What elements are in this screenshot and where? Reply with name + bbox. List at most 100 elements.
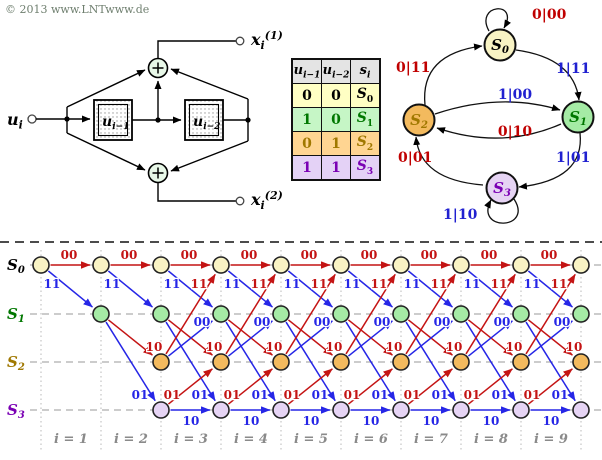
trellis-edge-s2-to-s0 — [405, 273, 456, 355]
state-table-header-row: ui−1 ui−2 si — [291, 58, 381, 84]
trellis-edge-s2-to-s1 — [227, 320, 273, 357]
trellis-edge-s1-to-s3 — [225, 321, 276, 402]
trellis-edge-s3-to-s2 — [287, 368, 333, 405]
trellis-edge-s0-to-s1 — [227, 270, 273, 308]
state-diagram-nodes: S0 S2 S1 S3 — [402, 28, 595, 205]
arc-s1-to-s2 — [436, 123, 562, 139]
trellis-edge-label: 10 — [543, 414, 560, 428]
trellis-node-s2-t3 — [212, 353, 230, 371]
trellis-node-s1-t7 — [452, 305, 470, 323]
cell-state: S1 — [350, 107, 381, 132]
time-step-label: i = 8 — [474, 432, 508, 447]
trellis-node-s3-t7 — [452, 401, 470, 419]
svg-text:S2: S2 — [410, 111, 428, 131]
trellis-edge-label: 10 — [483, 414, 500, 428]
output-2-wire — [157, 183, 236, 202]
trellis-node-s1-t9 — [572, 305, 590, 323]
trellis-edge-label: 00 — [301, 248, 318, 262]
trellis-node-s1-t2 — [152, 305, 170, 323]
trellis-edge-s0-to-s1 — [287, 270, 333, 308]
trellis-row-label-s2: S2 — [7, 353, 25, 373]
trellis-edge-s1-to-s3 — [405, 321, 456, 402]
trellis-edge-label: 01 — [372, 388, 389, 402]
trellis-edge-label: 10 — [146, 340, 163, 354]
trellis-node-s0-t8 — [512, 256, 530, 274]
input-label: ui — [7, 110, 23, 132]
trellis-edge-label: 11 — [464, 277, 481, 291]
trellis-node-s2-t6 — [392, 353, 410, 371]
trellis-edge-label: 10 — [423, 414, 440, 428]
state-node-s1: S1 — [561, 100, 595, 134]
output-2-label: xi(2) — [250, 189, 283, 212]
trellis-edge-labels: 0011001110010011100111000110001110011100… — [42, 247, 583, 430]
trellis-edge-s0-to-s1 — [527, 270, 573, 308]
trellis-node-s3-t8 — [512, 401, 530, 419]
state-node-s3: S3 — [485, 171, 519, 205]
trellis-node-s2-t8 — [512, 353, 530, 371]
trellis-edge-label: 01 — [164, 388, 181, 402]
cell-u2: 0 — [321, 83, 351, 108]
encoder-wires — [36, 68, 249, 172]
trellis-edge-s0-to-s1 — [107, 270, 153, 308]
state-table: ui−1 ui−2 si 0 0 S0 1 0 S1 0 1 S2 1 1 S3 — [291, 58, 381, 181]
junction-dot-right — [245, 117, 251, 123]
trellis-edge-label: 10 — [266, 340, 283, 354]
trellis-edge-label: 10 — [506, 340, 523, 354]
time-step-label: i = 1 — [54, 432, 88, 447]
register-1-label: ui−1 — [102, 114, 129, 132]
trellis-edge-s1-to-s2 — [107, 319, 153, 356]
trellis-node-s0-t5 — [332, 256, 350, 274]
trellis-node-s1-t8 — [512, 305, 530, 323]
trellis-edge-label: 10 — [243, 414, 260, 428]
trellis-node-s2-t9 — [572, 353, 590, 371]
trellis-edge-label: 10 — [363, 414, 380, 428]
trellis-node-s1-t6 — [392, 305, 410, 323]
time-step-label: i = 6 — [354, 432, 388, 447]
trellis-edge-label: 10 — [386, 340, 403, 354]
encoder-diagram: ui ui−1 ui−2 — [7, 29, 283, 212]
trellis-edge-label: 11 — [104, 277, 121, 291]
cell-u2: 0 — [321, 107, 351, 132]
trellis-edge-s2-to-s1 — [167, 320, 213, 357]
state-diagram-arcs — [413, 8, 582, 224]
trellis-node-s3-t3 — [212, 401, 230, 419]
trellis-edge-s3-to-s2 — [527, 368, 573, 405]
state-node-s0: S0 — [483, 28, 517, 62]
trellis-edge-s2-to-s1 — [527, 320, 573, 357]
trellis-edge-label: 01 — [224, 388, 241, 402]
state-node-s2: S2 — [402, 103, 436, 137]
trellis-node-s0-t4 — [272, 256, 290, 274]
trellis-node-s2-t7 — [452, 353, 470, 371]
trellis-edge-label: 10 — [326, 340, 343, 354]
trellis-edge-label: 00 — [421, 248, 438, 262]
time-step-label: i = 9 — [534, 432, 568, 447]
trellis-edge-label: 01 — [252, 388, 269, 402]
cell-state: S2 — [350, 131, 381, 156]
trellis-diagram: i = 1 i = 2 i = 3 i = 4 i = 5 i = 6 i = 7 i = 8… — [0, 241, 602, 451]
trellis-edge-label: 11 — [431, 277, 448, 291]
transition-label: 1|00 — [498, 87, 533, 103]
table-row: 0 0 S0 — [291, 83, 381, 108]
cell-u2: 1 — [321, 155, 351, 181]
trellis-node-s2-t4 — [272, 353, 290, 371]
cell-u1: 0 — [291, 131, 322, 156]
trellis-edge-label: 01 — [344, 388, 361, 402]
trellis-edge-label: 00 — [374, 315, 391, 329]
plus-icon — [152, 62, 164, 74]
trellis-node-s0-t7 — [452, 256, 470, 274]
cell-u1: 0 — [291, 83, 322, 108]
output-1-terminal — [235, 36, 245, 46]
trellis-edge-label: 11 — [284, 277, 301, 291]
trellis-node-s0-t6 — [392, 256, 410, 274]
trellis-edge-s2-to-s0 — [345, 273, 396, 355]
trellis-node-s0-t9 — [572, 256, 590, 274]
output-1-label: xi(1) — [250, 29, 283, 52]
svg-text:S0: S0 — [491, 36, 509, 56]
trellis-edge-label: 11 — [44, 277, 61, 291]
cell-state: S0 — [350, 83, 381, 108]
trellis-edge-label: 11 — [371, 277, 388, 291]
transition-label: 0|01 — [398, 150, 432, 166]
trellis-edge-s1-to-s3 — [285, 321, 336, 402]
trellis-row-label-s0: S0 — [7, 256, 25, 276]
time-step-label: i = 3 — [174, 432, 208, 447]
